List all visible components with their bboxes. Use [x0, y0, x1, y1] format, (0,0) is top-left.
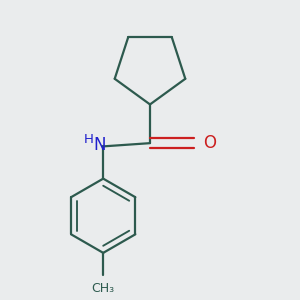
Text: CH₃: CH₃: [92, 282, 115, 295]
Text: O: O: [203, 134, 216, 152]
Text: N: N: [93, 136, 106, 154]
Text: H: H: [84, 133, 94, 146]
